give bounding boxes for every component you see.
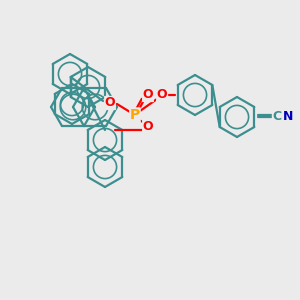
Text: P: P bbox=[130, 108, 140, 122]
Text: C: C bbox=[272, 110, 282, 122]
Text: O: O bbox=[105, 97, 115, 110]
Text: O: O bbox=[143, 88, 153, 101]
Text: O: O bbox=[157, 88, 167, 101]
Text: N: N bbox=[283, 110, 293, 122]
Text: O: O bbox=[143, 119, 153, 133]
